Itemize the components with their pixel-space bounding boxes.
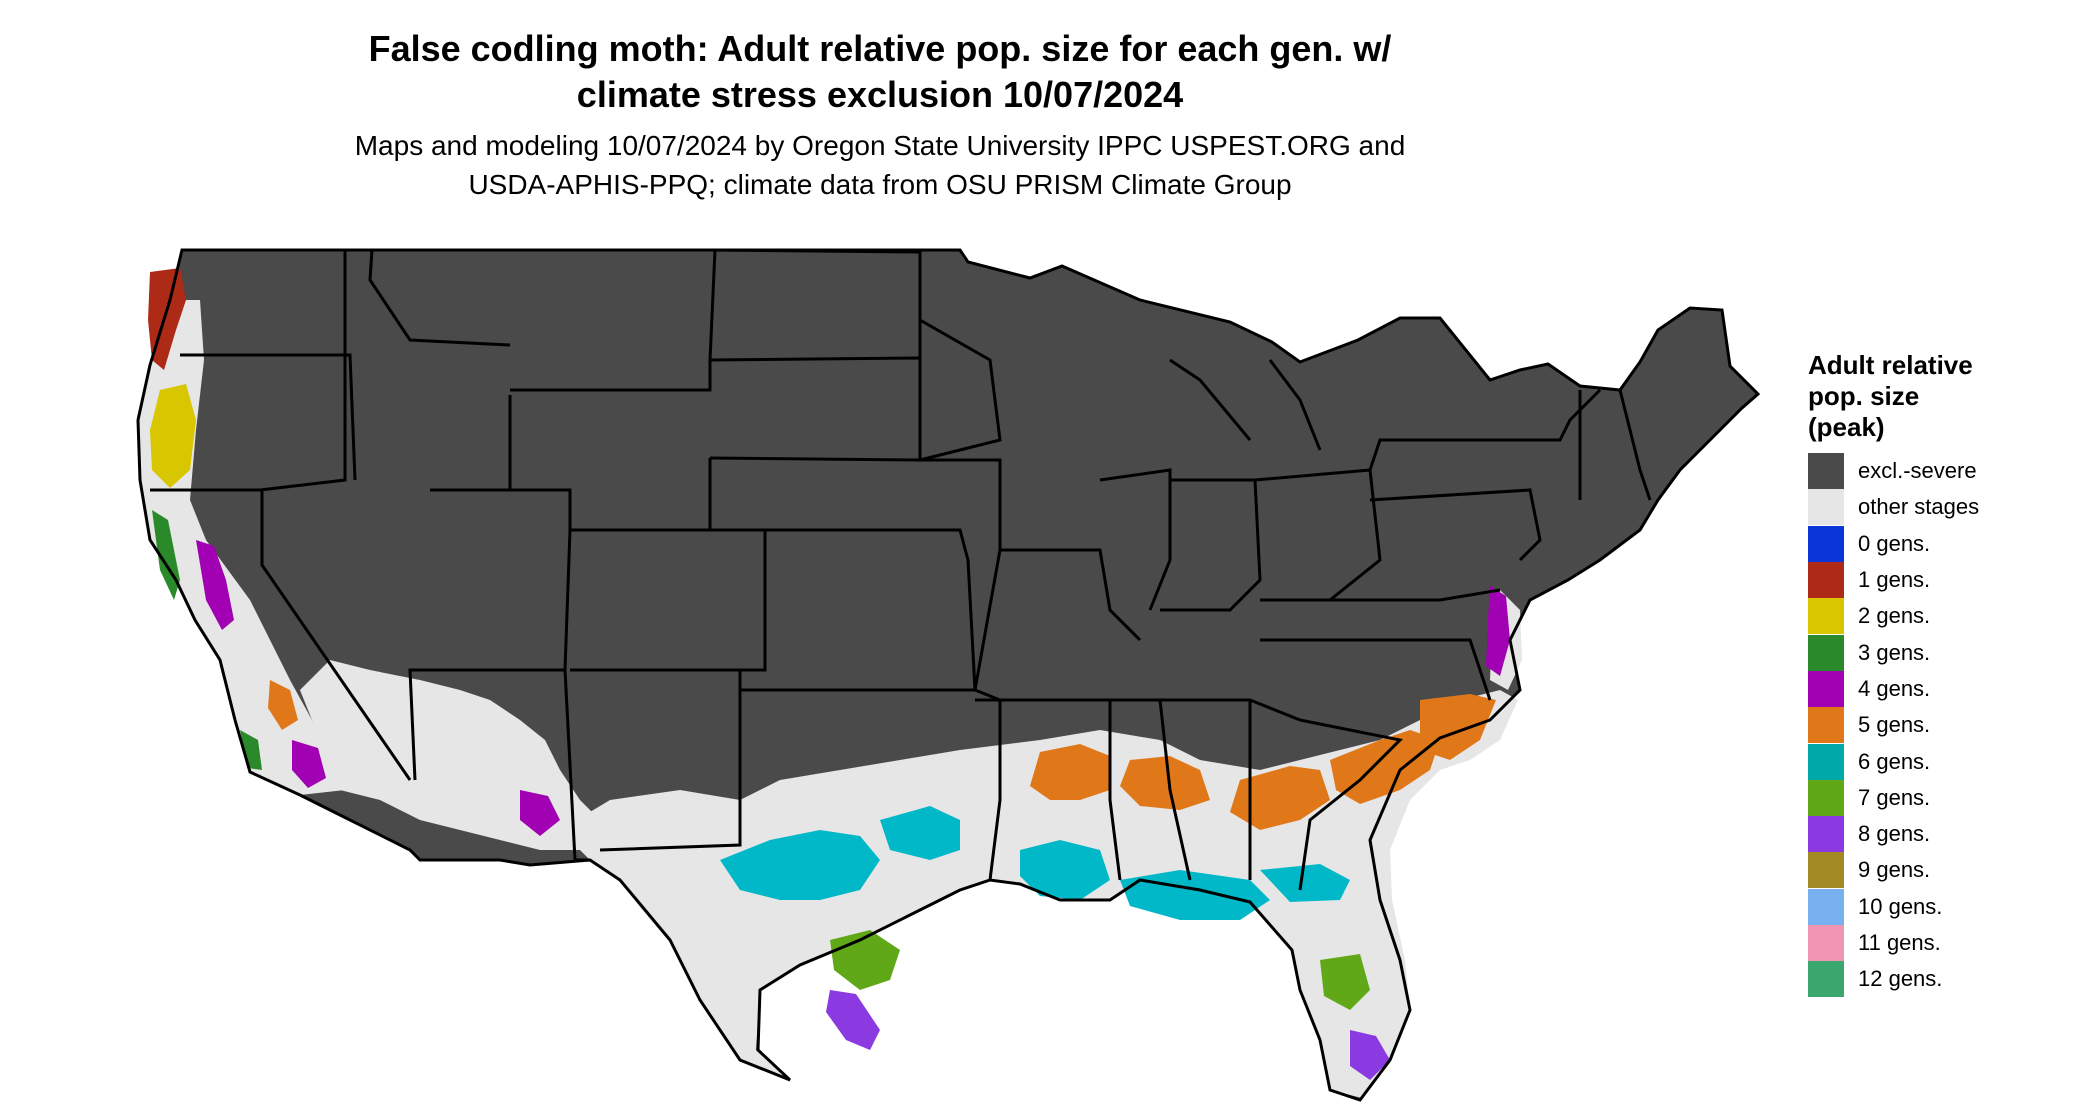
legend-swatch bbox=[1808, 925, 1844, 961]
legend-title-line-1: Adult relative bbox=[1808, 350, 1973, 380]
legend-title-line-2: pop. size bbox=[1808, 381, 1920, 411]
map-subtitle-line-2: USDA-APHIS-PPQ; climate data from OSU PR… bbox=[468, 169, 1292, 200]
legend-item: other stages bbox=[1808, 489, 2068, 526]
legend-item: 0 gens. bbox=[1808, 525, 2068, 562]
legend-label: 5 gens. bbox=[1858, 712, 1931, 738]
legend: Adult relative pop. size (peak) excl.-se… bbox=[1808, 350, 2068, 998]
legend-swatch bbox=[1808, 707, 1844, 744]
legend-item: 10 gens. bbox=[1808, 888, 2068, 925]
state-boundaries bbox=[136, 248, 1761, 1102]
legend-item: 1 gens. bbox=[1808, 562, 2068, 599]
legend-label: 11 gens. bbox=[1858, 930, 1941, 955]
legend-label: 3 gens. bbox=[1858, 639, 1931, 665]
legend-swatch bbox=[1808, 743, 1844, 780]
map-subtitle: Maps and modeling 10/07/2024 by Oregon S… bbox=[0, 126, 1760, 204]
layer-8-gen bbox=[826, 990, 1390, 1080]
legend-item: 9 gens. bbox=[1808, 852, 2068, 889]
legend-label: 0 gens. bbox=[1858, 530, 1931, 556]
legend-items: excl.-severe other stages 0 gens. 1 gens. 2 … bbox=[1808, 453, 2068, 998]
legend-label: 1 gens. bbox=[1858, 567, 1931, 593]
map-title-line-1: False codling moth: Adult relative pop. … bbox=[368, 28, 1392, 69]
legend-label: 10 gens. bbox=[1858, 893, 1943, 919]
map-title: False codling moth: Adult relative pop. … bbox=[0, 26, 1760, 118]
legend-item: 7 gens. bbox=[1808, 779, 2068, 816]
legend-item: 2 gens. bbox=[1808, 598, 2068, 635]
legend-item: 11 gens. bbox=[1808, 925, 2068, 961]
layer-5-gen bbox=[268, 680, 1496, 830]
legend-swatch bbox=[1808, 888, 1844, 925]
layer-2-gen bbox=[150, 384, 196, 488]
legend-swatch bbox=[1808, 598, 1844, 635]
legend-swatch bbox=[1808, 562, 1844, 599]
legend-item: 8 gens. bbox=[1808, 816, 2068, 853]
legend-label: 2 gens. bbox=[1858, 603, 1931, 629]
legend-label: 7 gens. bbox=[1858, 784, 1931, 810]
legend-swatch bbox=[1808, 453, 1844, 490]
legend-swatch bbox=[1808, 961, 1844, 998]
legend-label: 8 gens. bbox=[1858, 821, 1931, 847]
legend-swatch bbox=[1808, 670, 1844, 707]
legend-swatch bbox=[1808, 816, 1844, 853]
map-title-line-2: climate stress exclusion 10/07/2024 bbox=[576, 74, 1184, 115]
legend-item: 6 gens. bbox=[1808, 743, 2068, 780]
legend-label: 12 gens. bbox=[1858, 966, 1943, 992]
legend-label: 9 gens. bbox=[1858, 857, 1931, 883]
us-map bbox=[136, 248, 1761, 1102]
legend-swatch bbox=[1808, 525, 1844, 562]
layer-4-gen bbox=[196, 540, 1510, 836]
legend-item: excl.-severe bbox=[1808, 453, 2068, 490]
legend-item: 3 gens. bbox=[1808, 634, 2068, 671]
legend-swatch bbox=[1808, 852, 1844, 889]
legend-label: 4 gens. bbox=[1858, 675, 1931, 701]
map-subtitle-line-1: Maps and modeling 10/07/2024 by Oregon S… bbox=[354, 130, 1406, 161]
legend-label: excl.-severe bbox=[1858, 458, 1977, 484]
legend-label: other stages bbox=[1858, 494, 1980, 520]
legend-item: 12 gens. bbox=[1808, 961, 2068, 998]
legend-item: 4 gens. bbox=[1808, 670, 2068, 707]
legend-swatch bbox=[1808, 489, 1844, 526]
legend-swatch bbox=[1808, 634, 1844, 671]
legend-label: 6 gens. bbox=[1858, 748, 1931, 774]
legend-title: Adult relative pop. size (peak) bbox=[1808, 350, 2068, 443]
legend-title-line-3: (peak) bbox=[1808, 412, 1885, 442]
legend-item: 5 gens. bbox=[1808, 707, 2068, 744]
legend-swatch bbox=[1808, 779, 1844, 816]
